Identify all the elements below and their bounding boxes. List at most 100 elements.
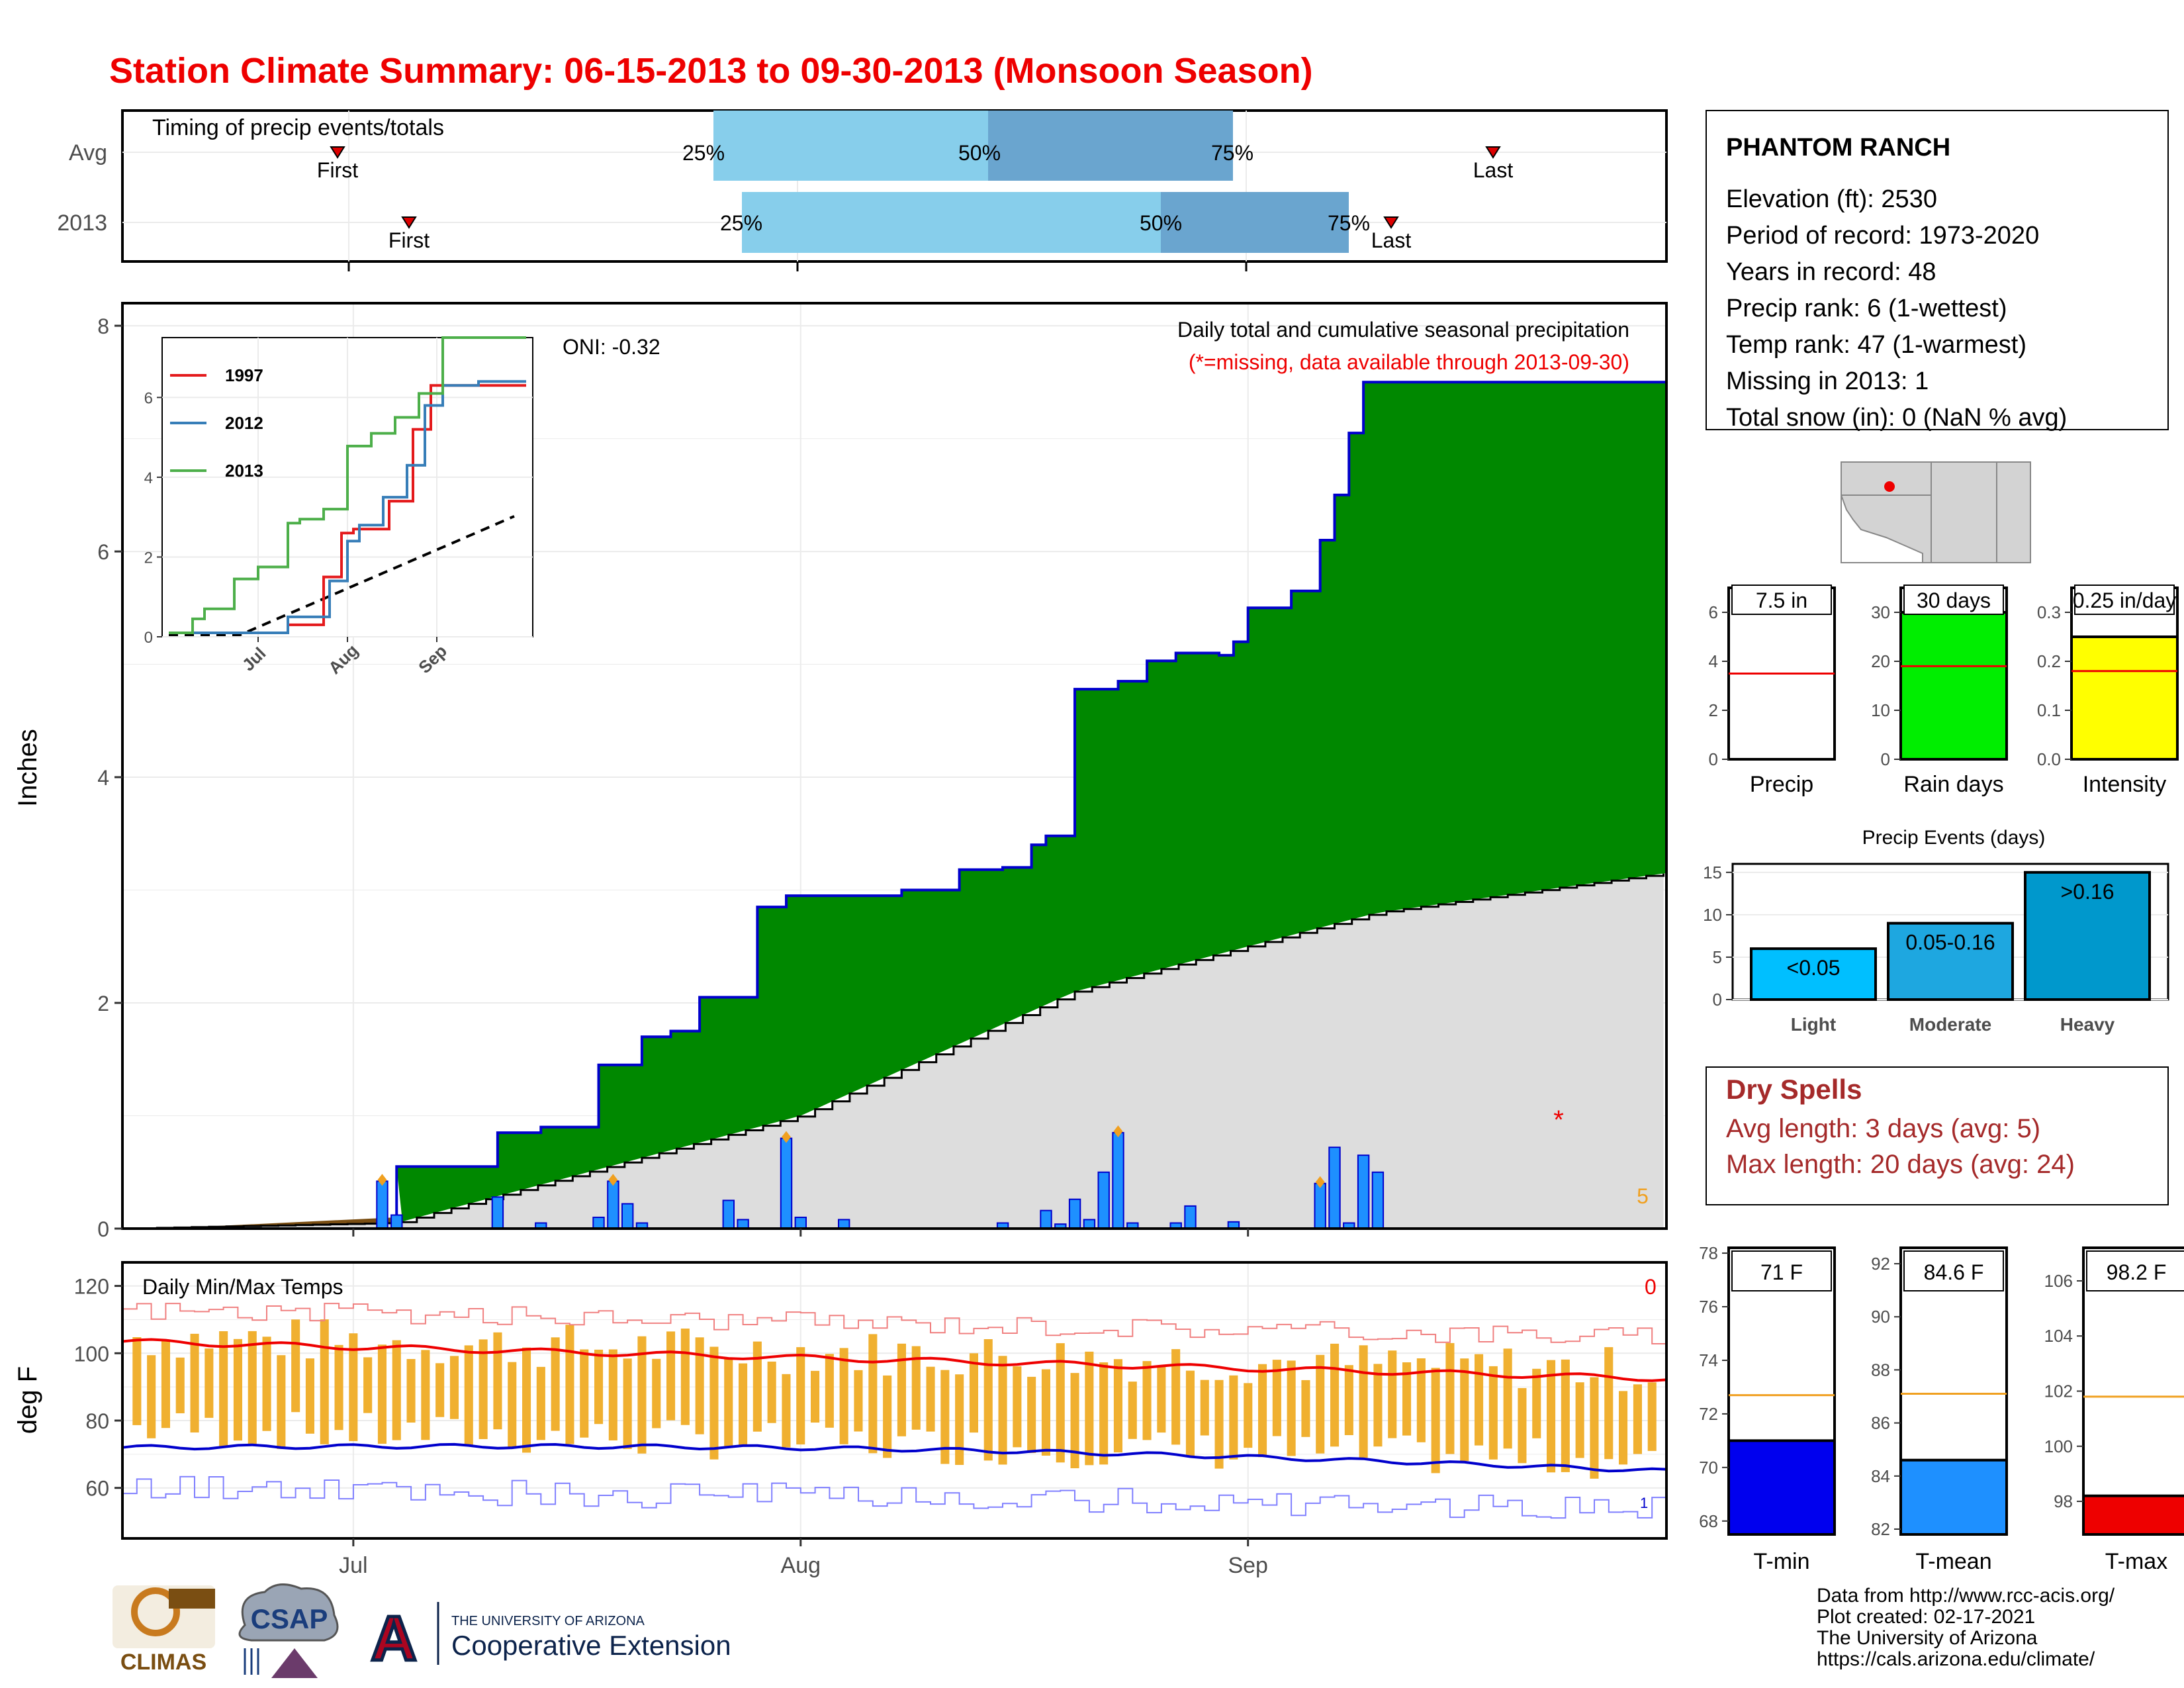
events-bar-label: >0.16 [2061, 880, 2115, 904]
daily-temp-bar [1229, 1375, 1238, 1460]
events-y-tick: 5 [1713, 947, 1722, 967]
temp-summary-bar [1727, 1439, 1836, 1536]
daily-precip-bar [722, 1199, 735, 1230]
dry-spells-avg: Avg length: 3 days (avg: 5) [1726, 1114, 2040, 1143]
avg-p75-label: 75% [1211, 141, 1253, 165]
event-marker [608, 1174, 618, 1186]
temp-summary-y-tick: 100 [2044, 1436, 2073, 1456]
station-info-line: Period of record: 1973-2020 [1726, 222, 2039, 250]
daily-temp-bar [219, 1331, 228, 1447]
avg-last-label: Last [1473, 158, 1514, 182]
daily-temp-bar [551, 1337, 560, 1431]
daily-precip-bar [376, 1180, 388, 1230]
daily-precip-bar [1371, 1171, 1385, 1230]
inset-legend-label: 1997 [225, 365, 263, 385]
daily-precip-bar [491, 1196, 504, 1230]
inset-average-line [169, 515, 515, 636]
daily-temp-bar [1041, 1369, 1050, 1456]
summary-panel-label: Intensity [2083, 772, 2167, 797]
avg-p25-label: 25% [682, 141, 725, 165]
daily-precip-bar [592, 1217, 605, 1229]
events-y-tick: 0 [1713, 990, 1722, 1009]
precip-y-label: Inches [13, 729, 42, 807]
temp-summary-y-tick: 102 [2044, 1382, 2073, 1401]
timing-row-avg: Avg [69, 140, 107, 165]
inset-series-2013 [169, 336, 526, 634]
daily-temp-bar [508, 1362, 517, 1447]
temp-summary-y-tick: 88 [1871, 1360, 1890, 1380]
events-bar-label: 0.05-0.16 [1905, 931, 1995, 955]
daily-temp-bar [1128, 1382, 1137, 1439]
station-info-box: PHANTOM RANCH Elevation (ft): 2530 Period… [1706, 110, 2169, 432]
temp-summary-value: 71 F [1760, 1260, 1803, 1284]
daily-temp-bar [1445, 1342, 1455, 1454]
temp-summary-t-mean: 84.6 F 82 84 86 88 90 92 T-mean [1871, 1246, 2008, 1574]
temp-summary-y-tick: 70 [1699, 1458, 1718, 1477]
temp-summary-t-min: 71 F 68 70 72 74 76 78 T-min [1699, 1243, 1836, 1574]
station-name: PHANTOM RANCH [1726, 134, 1950, 162]
daily-precip-bar [838, 1219, 850, 1230]
precip-y-tick: 6 [97, 540, 109, 564]
daily-temp-bar [1027, 1376, 1036, 1453]
daily-temp-bar [1619, 1391, 1628, 1465]
events-category: Moderate [1909, 1014, 1991, 1035]
inset-series-1997 [169, 384, 526, 634]
yr-50-75-bar [1161, 192, 1349, 253]
daily-temp-bar [1013, 1366, 1022, 1448]
daily-temp-bar [1070, 1373, 1079, 1468]
temp-summary-y-tick: 86 [1871, 1413, 1890, 1433]
daily-temp-bar [522, 1347, 531, 1453]
summary-panel-rain-days: 30 days 0 10 20 30 Rain days [1871, 585, 2008, 797]
daily-temp-bar [1258, 1364, 1267, 1458]
daily-precip-bar [1097, 1171, 1110, 1230]
temp-summary-y-tick: 98 [2054, 1491, 2073, 1511]
yr-p50-label: 50% [1140, 211, 1182, 235]
daily-temp-bar [796, 1347, 805, 1445]
dry-spells-title: Dry Spells [1726, 1074, 1862, 1105]
daily-temp-bar [536, 1366, 545, 1440]
daily-precip-bar [1328, 1147, 1341, 1229]
summary-value-label: 0.25 in/day [2073, 588, 2177, 612]
temp-count-label: 0 [1645, 1275, 1657, 1299]
avg-min-line [122, 1442, 1667, 1473]
precip-chart: 0 2 4 6 8 Inches ONI: -0.32 Daily total and … [13, 302, 1668, 1241]
station-location-marker [1884, 481, 1895, 492]
daily-temp-bar [1431, 1368, 1440, 1474]
record-max-line [122, 1303, 1667, 1344]
daily-temp-bar [695, 1337, 704, 1434]
daily-temp-bar [161, 1340, 170, 1429]
daily-precip-bar [607, 1180, 619, 1230]
summary-value-bar [1899, 611, 2008, 761]
daily-precip-bar [780, 1137, 793, 1229]
daily-temp-bar [435, 1363, 445, 1417]
daily-temp-bar [1344, 1365, 1353, 1435]
daily-temp-bar [464, 1345, 473, 1446]
daily-temp-bar [623, 1358, 632, 1449]
summary-panel-label: Precip [1750, 772, 1813, 797]
record-min-line [122, 1476, 1667, 1519]
temp-summary-y-tick: 78 [1699, 1243, 1718, 1263]
daily-temp-bar [1503, 1348, 1512, 1449]
daily-temp-bar [262, 1336, 271, 1431]
summary-y-tick: 10 [1871, 700, 1890, 720]
daily-temp-bar [1575, 1382, 1584, 1458]
daily-temp-bar [1359, 1345, 1368, 1458]
summary-y-tick: 0.3 [2037, 602, 2061, 622]
yr-p75-label: 75% [1328, 211, 1370, 235]
avg-last-marker [1485, 146, 1501, 159]
ua-a-icon: A [371, 1603, 416, 1674]
csap-mountain-icon [271, 1648, 318, 1678]
temp-chart-title: Daily Min/Max Temps [142, 1275, 343, 1299]
daily-temp-bar [969, 1353, 978, 1433]
inset-legend-label: 2012 [225, 413, 263, 433]
summary-y-tick: 0.1 [2037, 700, 2061, 720]
precip-y-tick: 0 [97, 1217, 109, 1241]
daily-temp-bar [1330, 1343, 1340, 1447]
daily-temp-bar [955, 1374, 964, 1465]
temp-summary-value: 98.2 F [2107, 1260, 2167, 1284]
daily-temp-bar [1171, 1349, 1181, 1445]
daily-precip-bar [1314, 1182, 1326, 1230]
cumulative-2013-line [395, 381, 1666, 1229]
summary-y-tick: 4 [1709, 651, 1718, 671]
events-category: Light [1791, 1014, 1836, 1035]
